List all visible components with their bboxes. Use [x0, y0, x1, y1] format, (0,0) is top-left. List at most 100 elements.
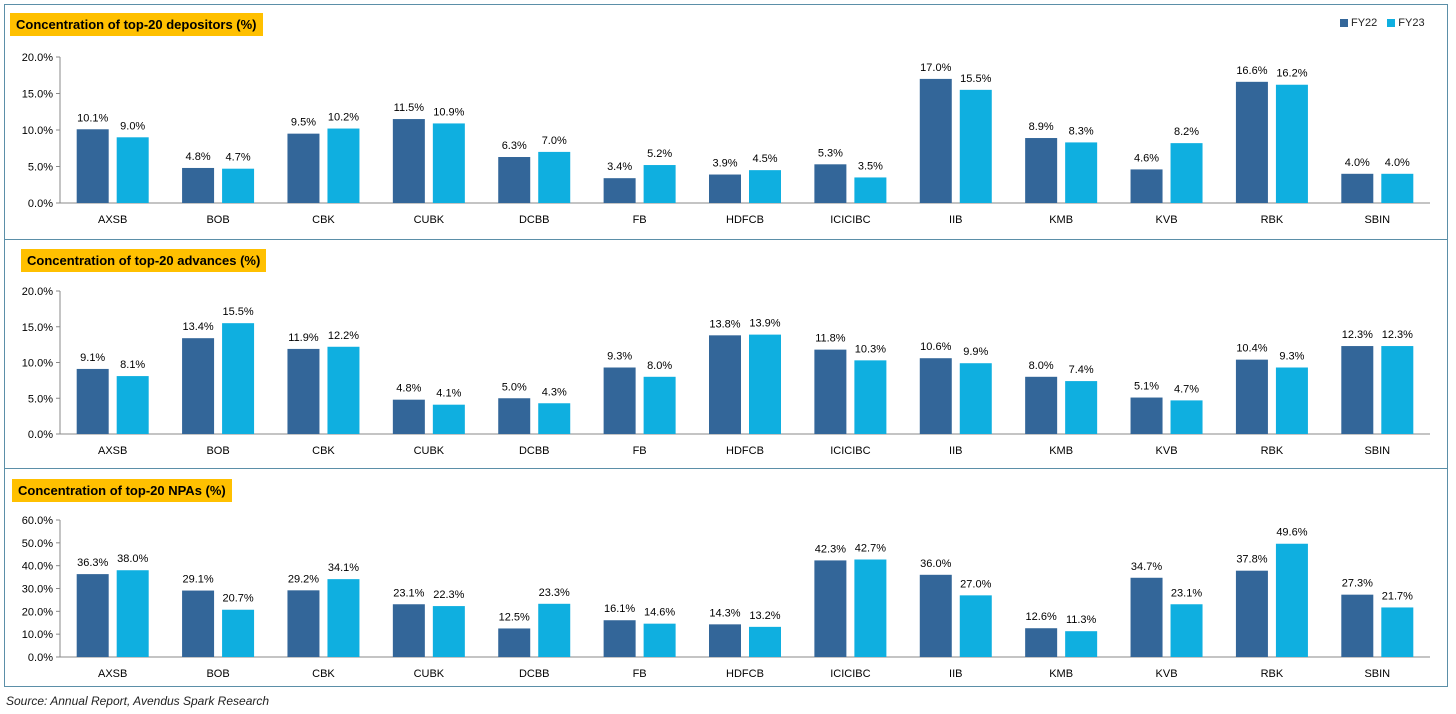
category-label-dcbb: DCBB [519, 214, 550, 226]
y-tick-label: 15.0% [22, 322, 53, 334]
data-label-fy23-kvb: 8.2% [1174, 126, 1199, 138]
bar-fy23-axsb [116, 137, 149, 203]
bar-fy23-axsb [116, 376, 149, 434]
category-label-dcbb: DCBB [519, 445, 550, 457]
data-label-fy23-axsb: 38.0% [117, 553, 148, 565]
data-label-fy23-icicibc: 3.5% [858, 160, 883, 172]
bar-fy23-hdfcb [749, 334, 781, 434]
bar-fy23-cbk [327, 346, 360, 434]
data-label-fy23-dcbb: 7.0% [542, 135, 567, 147]
bar-fy23-fb [643, 623, 676, 657]
bar-fy23-sbin [1381, 607, 1414, 657]
data-label-fy23-iib: 15.5% [960, 73, 991, 85]
data-label-fy22-cubk: 11.5% [394, 102, 425, 114]
category-label-kmb: KMB [1049, 214, 1073, 226]
y-tick-label: 5.0% [28, 162, 53, 174]
bar-fy23-sbin [1381, 346, 1414, 434]
category-label-icicibc: ICICIBC [830, 668, 870, 680]
bar-fy22-sbin [1341, 173, 1374, 203]
data-label-fy23-sbin: 12.3% [1382, 329, 1413, 341]
bar-fy22-icicibc [814, 349, 847, 434]
legend-item-fy22: FY22 [1340, 17, 1377, 29]
data-label-fy22-dcbb: 5.0% [502, 381, 527, 393]
bar-fy22-fb [603, 620, 636, 657]
bar-fy23-rbk [1275, 367, 1308, 434]
bar-fy22-kvb [1130, 577, 1163, 657]
data-label-fy22-dcbb: 12.5% [499, 611, 530, 623]
bar-fy22-hdfcb [709, 335, 741, 434]
y-tick-label: 0.0% [28, 198, 53, 210]
data-label-fy22-iib: 36.0% [920, 558, 951, 570]
data-label-fy22-kmb: 12.6% [1026, 611, 1057, 623]
data-label-fy22-sbin: 12.3% [1342, 329, 1373, 341]
chart-advances: 0.0% 5.0% 10.0% 15.0% 20.0% 9.1% 8.1% AXSB 13.4%… [22, 286, 1430, 457]
category-label-cubk: CUBK [414, 668, 445, 680]
y-tick-label: 20.0% [22, 286, 53, 298]
bar-fy22-kvb [1130, 169, 1163, 203]
bar-fy22-cbk [287, 133, 320, 203]
data-label-fy22-fb: 3.4% [607, 161, 632, 173]
bar-fy22-cubk [392, 119, 425, 203]
data-label-fy23-kvb: 23.1% [1171, 587, 1202, 599]
data-label-fy22-cbk: 11.9% [288, 332, 319, 344]
data-label-fy23-axsb: 8.1% [120, 359, 145, 371]
category-label-kvb: KVB [1156, 445, 1178, 457]
category-label-icicibc: ICICIBC [830, 214, 870, 226]
bar-fy23-dcbb [538, 603, 571, 657]
panel-divider [4, 239, 1448, 240]
y-tick-label: 0.0% [28, 652, 53, 664]
data-label-fy23-sbin: 4.0% [1385, 157, 1410, 169]
category-label-sbin: SBIN [1364, 668, 1390, 680]
data-label-fy22-icicibc: 42.3% [815, 543, 846, 555]
bar-fy22-rbk [1235, 359, 1268, 434]
bar-fy23-icicibc [854, 559, 887, 657]
y-tick-label: 20.0% [22, 606, 53, 618]
data-label-fy22-iib: 10.6% [920, 341, 951, 353]
category-label-bob: BOB [206, 445, 229, 457]
chart-title-npas: Concentration of top-20 NPAs (%) [12, 479, 232, 502]
category-label-bob: BOB [206, 668, 229, 680]
bar-fy23-cbk [327, 579, 360, 657]
bar-fy22-hdfcb [709, 174, 741, 203]
bar-fy23-fb [643, 376, 676, 434]
chart-title-advances: Concentration of top-20 advances (%) [21, 249, 267, 272]
bar-fy23-cbk [327, 128, 360, 203]
bar-fy22-sbin [1341, 346, 1374, 434]
data-label-fy22-bob: 13.4% [182, 321, 213, 333]
data-label-fy22-kvb: 34.7% [1131, 561, 1162, 573]
data-label-fy22-kvb: 5.1% [1134, 381, 1159, 393]
bar-fy22-kmb [1025, 138, 1058, 203]
data-label-fy23-axsb: 9.0% [120, 120, 145, 132]
bar-fy22-bob [182, 338, 215, 434]
category-label-kvb: KVB [1156, 668, 1178, 680]
category-label-iib: IIB [949, 668, 962, 680]
bar-fy22-dcbb [498, 157, 531, 203]
data-label-fy23-fb: 14.6% [644, 607, 675, 619]
data-label-fy22-sbin: 27.3% [1342, 578, 1373, 590]
data-label-fy23-icicibc: 42.7% [855, 543, 886, 555]
bar-fy23-dcbb [538, 403, 571, 434]
category-label-hdfcb: HDFCB [726, 445, 764, 457]
bar-fy23-hdfcb [749, 170, 781, 203]
data-label-fy23-sbin: 21.7% [1382, 590, 1413, 602]
data-label-fy22-rbk: 16.6% [1236, 65, 1267, 77]
bar-fy22-fb [603, 178, 636, 203]
category-label-kmb: KMB [1049, 668, 1073, 680]
data-label-fy23-cbk: 12.2% [328, 330, 359, 342]
data-label-fy23-rbk: 49.6% [1276, 527, 1307, 539]
data-label-fy22-icicibc: 11.8% [815, 333, 846, 345]
category-label-rbk: RBK [1261, 445, 1284, 457]
y-tick-label: 0.0% [28, 429, 53, 441]
data-label-fy23-rbk: 16.2% [1276, 68, 1307, 80]
category-label-bob: BOB [206, 214, 229, 226]
data-label-fy23-hdfcb: 13.9% [749, 318, 780, 330]
category-label-fb: FB [633, 668, 647, 680]
category-label-axsb: AXSB [98, 445, 127, 457]
data-label-fy22-axsb: 10.1% [77, 112, 108, 124]
bar-fy23-dcbb [538, 151, 571, 203]
category-label-fb: FB [633, 214, 647, 226]
category-label-cbk: CBK [312, 668, 335, 680]
data-label-fy23-iib: 27.0% [960, 578, 991, 590]
category-label-kvb: KVB [1156, 214, 1178, 226]
data-label-fy23-dcbb: 4.3% [542, 386, 567, 398]
